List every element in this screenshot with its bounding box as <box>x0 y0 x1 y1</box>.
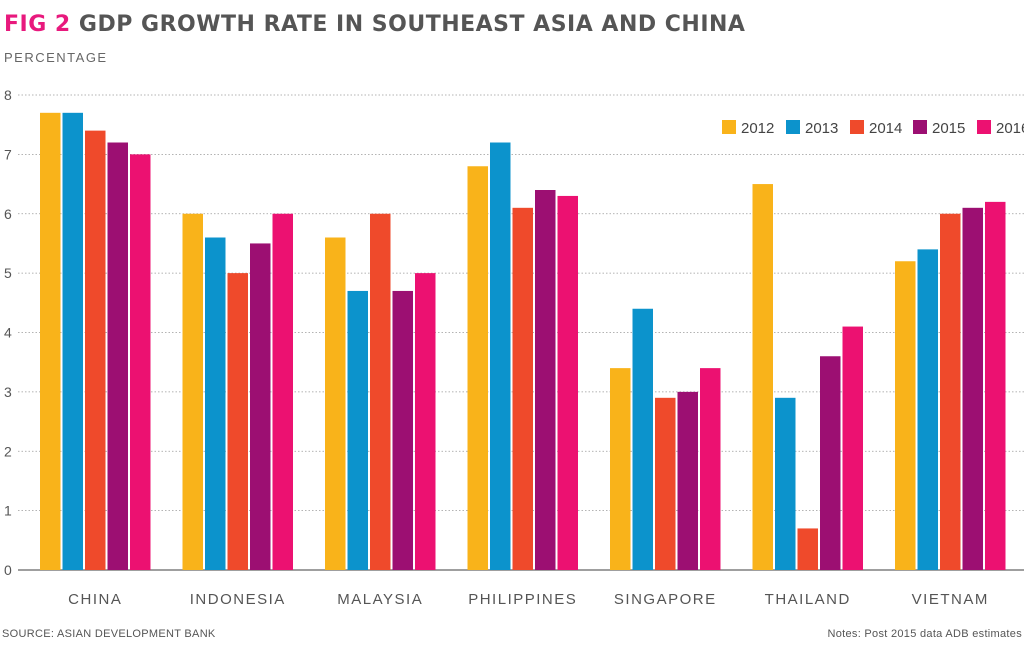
x-tick-label-vietnam: VIETNAM <box>912 591 989 608</box>
source-note: SOURCE: ASIAN DEVELOPMENT BANK <box>2 628 216 640</box>
bar-malaysia-2013 <box>347 290 368 570</box>
x-tick-label-malaysia: MALAYSIA <box>337 591 423 608</box>
estimates-note: Notes: Post 2015 data ADB estimates <box>827 628 1022 640</box>
y-tick-label-2: 2 <box>4 443 12 459</box>
bar-thailand-2016 <box>842 326 863 570</box>
bar-singapore-2014 <box>655 397 676 570</box>
y-tick-label-8: 8 <box>4 87 12 103</box>
y-tick-label-1: 1 <box>4 503 12 519</box>
bar-singapore-2016 <box>700 368 721 570</box>
bar-philippines-2013 <box>490 142 511 570</box>
bar-philippines-2015 <box>535 190 556 570</box>
x-tick-label-china: CHINA <box>68 591 122 608</box>
legend-label-2016: 2016 <box>996 120 1024 137</box>
legend-swatch-2015 <box>913 120 927 134</box>
y-tick-label-0: 0 <box>4 562 12 578</box>
bar-indonesia-2013 <box>205 237 226 570</box>
chart-title: FIG 2 GDP GROWTH RATE IN SOUTHEAST ASIA … <box>4 12 745 37</box>
x-tick-label-thailand: THAILAND <box>765 591 851 608</box>
bar-thailand-2012 <box>752 184 773 570</box>
x-tick-label-singapore: SINGAPORE <box>614 591 717 608</box>
x-tick-label-philippines: PHILIPPINES <box>468 591 577 608</box>
bar-indonesia-2014 <box>227 273 248 570</box>
legend-swatch-2016 <box>977 120 991 134</box>
y-tick-label-6: 6 <box>4 206 12 222</box>
bar-china-2015 <box>107 142 128 570</box>
y-tick-label-4: 4 <box>4 325 12 341</box>
bar-thailand-2014 <box>797 528 818 570</box>
bar-philippines-2012 <box>467 166 488 570</box>
bar-china-2012 <box>40 112 61 570</box>
bar-thailand-2015 <box>820 356 841 570</box>
bar-vietnam-2014 <box>940 213 961 570</box>
bar-china-2013 <box>62 112 83 570</box>
y-tick-label-3: 3 <box>4 384 12 400</box>
legend-swatch-2012 <box>722 120 736 134</box>
bar-china-2014 <box>85 130 106 570</box>
bar-indonesia-2012 <box>182 213 203 570</box>
bar-malaysia-2016 <box>415 273 436 570</box>
y-axis-unit-label: PERCENTAGE <box>4 50 108 65</box>
legend-label-2013: 2013 <box>805 120 838 137</box>
bar-singapore-2012 <box>610 368 631 570</box>
bar-singapore-2015 <box>677 391 698 570</box>
bar-indonesia-2016 <box>272 213 293 570</box>
bar-philippines-2016 <box>557 195 578 570</box>
bar-malaysia-2015 <box>392 290 413 570</box>
bar-singapore-2013 <box>632 308 653 570</box>
bar-malaysia-2012 <box>325 237 346 570</box>
legend-label-2015: 2015 <box>932 120 965 137</box>
legend-label-2014: 2014 <box>869 120 902 137</box>
bar-vietnam-2015 <box>962 207 983 570</box>
legend-swatch-2013 <box>786 120 800 134</box>
legend-swatch-2014 <box>850 120 864 134</box>
bar-vietnam-2012 <box>895 261 916 570</box>
chart-title-text: GDP GROWTH RATE IN SOUTHEAST ASIA AND CH… <box>78 12 746 37</box>
bar-malaysia-2014 <box>370 213 391 570</box>
legend-label-2012: 2012 <box>741 120 774 137</box>
bar-indonesia-2015 <box>250 243 271 570</box>
bar-vietnam-2016 <box>985 201 1006 570</box>
y-tick-label-7: 7 <box>4 146 12 162</box>
x-tick-label-indonesia: INDONESIA <box>190 591 286 608</box>
bar-vietnam-2013 <box>917 249 938 570</box>
bar-philippines-2014 <box>512 207 533 570</box>
bar-china-2016 <box>130 154 151 570</box>
bar-thailand-2013 <box>775 397 796 570</box>
y-tick-label-5: 5 <box>4 265 12 281</box>
figure-label: FIG 2 <box>4 12 71 37</box>
